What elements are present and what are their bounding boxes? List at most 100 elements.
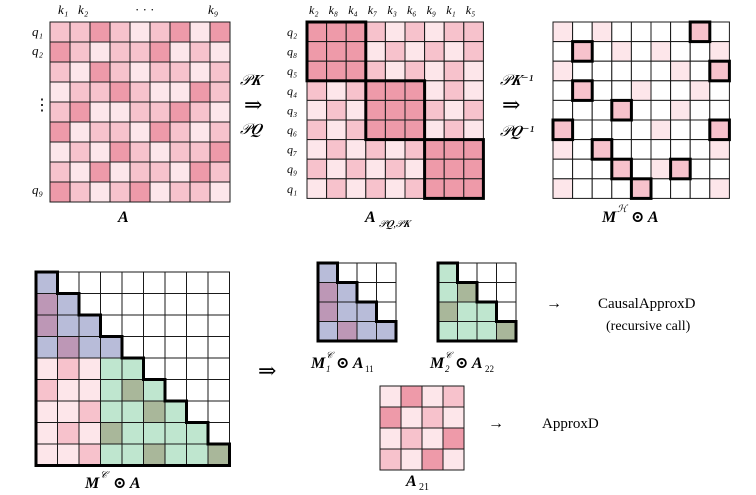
matrix-permuted-cell — [365, 178, 386, 199]
permuted-col-label: k₁ — [446, 3, 456, 17]
matrix-mh-cell — [689, 21, 711, 43]
matrix-a-cell — [169, 121, 191, 143]
matrix-permuted-cell — [404, 158, 426, 180]
permuted-col-label: k₄ — [348, 3, 358, 17]
matrix-mh-cell — [709, 21, 730, 43]
matrix-mh-cell — [630, 41, 652, 62]
matrix-mh-cell — [650, 158, 672, 180]
matrix-permuted-cell — [365, 119, 386, 141]
matrix-mc-cell — [78, 379, 101, 402]
matrix-a-cell — [89, 41, 111, 63]
matrix-a-cell — [109, 61, 131, 83]
matrix-a-cell — [149, 181, 171, 203]
matrix-permuted-cell — [306, 41, 328, 62]
matrix-a-cell — [149, 161, 171, 183]
matrix-mc-cell — [207, 293, 230, 316]
mh-selected-cell — [708, 118, 731, 142]
matrix-mh-cell — [591, 21, 613, 43]
matrix-permuted-cell — [424, 178, 445, 199]
matrix-a-cell — [129, 61, 151, 83]
matrix-mc-cell — [164, 314, 187, 337]
matrix-a21-cell — [442, 427, 465, 450]
matrix-mh-cell — [611, 158, 632, 180]
matrix-m2-cell — [496, 301, 517, 322]
matrix-permuted-cell — [463, 178, 484, 199]
matrix-mh-cell — [650, 41, 672, 62]
matrix-permuted-row-labels: q₂ q₈ q₅ q₄ q₃ q₆ q₇ q₉ q₁ — [287, 25, 297, 196]
matrix-mh-cell — [689, 99, 711, 121]
matrix-mh-cell — [591, 99, 613, 121]
matrix-permuted-cell — [443, 99, 465, 121]
matrix-mc-op: ⊙ A — [113, 475, 141, 492]
matrix-permuted-cell — [384, 158, 406, 180]
m1-causal-outline — [316, 261, 398, 343]
matrix-permuted-cell — [463, 139, 484, 160]
matrix-mh-cell — [611, 178, 632, 199]
matrix-m2-cell — [476, 282, 497, 303]
matrix-permuted-cell — [443, 41, 465, 62]
matrix-permuted-cell — [345, 99, 367, 121]
matrix-mh-cell — [670, 178, 691, 199]
matrix-mh-cell — [630, 158, 652, 180]
matrix-mh-cell — [552, 60, 574, 82]
matrix-mh-cell — [591, 60, 613, 82]
matrix-a-cell — [49, 61, 71, 83]
matrix-a21-cell — [379, 385, 402, 408]
matrix-permuted-cell — [384, 60, 406, 82]
matrix-m2-cell — [437, 282, 458, 303]
matrix-mh-cell — [709, 99, 730, 121]
matrix-a21-cell — [442, 406, 465, 429]
perm-inverse-arrow: ⇒ — [502, 92, 520, 117]
matrix-permuted-cell — [326, 158, 347, 180]
matrix-m2-cell — [457, 321, 478, 342]
matrix-mc-cell — [78, 314, 101, 337]
matrix-mh-cell — [552, 158, 574, 180]
matrix-mc-cell — [164, 379, 187, 402]
matrix-m1-cell — [356, 321, 377, 342]
matrix-mc-cell — [121, 400, 144, 423]
permuted-row-label: q₂ — [287, 25, 297, 39]
matrix-a-cell — [89, 161, 111, 183]
matrix-permuted-cell — [365, 158, 386, 180]
matrix-m2-cell — [476, 262, 497, 283]
matrix-mc-cell — [78, 293, 101, 316]
matrix-m1-cell — [356, 262, 377, 283]
matrix-permuted-cell — [384, 139, 406, 160]
matrix-a-cell — [109, 41, 131, 63]
matrix-mh-cell — [670, 158, 691, 180]
perm-inverse-bottom: 𝒫𝑸⁻¹ — [500, 124, 535, 140]
matrix-mh-cell — [630, 178, 652, 199]
matrix-a-cell — [109, 181, 131, 203]
matrix-a-cell — [69, 21, 91, 43]
matrix-a-cell — [209, 101, 231, 123]
matrix-a-cell — [89, 61, 111, 83]
matrix-permuted-cell — [404, 60, 426, 82]
matrix-mc-cell — [143, 379, 166, 402]
matrix-a-cell — [89, 81, 111, 103]
matrix-a-cell — [49, 181, 71, 203]
mh-selected-cell — [688, 20, 712, 44]
matrix-a-cell — [149, 81, 171, 103]
matrix-a-cell — [109, 121, 131, 143]
matrix-mc-cell — [143, 443, 166, 466]
matrix-mc-cell — [207, 314, 230, 337]
matrix-mh-cell — [591, 139, 613, 160]
diagonal-block-3 — [423, 138, 485, 200]
matrix-a-cell — [189, 141, 211, 163]
matrix-mc-cell — [100, 314, 123, 337]
matrix-mc-cell — [57, 443, 80, 466]
matrix-permuted-cell — [384, 119, 406, 141]
matrix-a-cell — [169, 101, 191, 123]
matrix-mc-cell — [186, 357, 209, 380]
matrix-mh-cell — [591, 41, 613, 62]
matrix-permuted — [305, 20, 485, 200]
matrix-a-cell — [109, 161, 131, 183]
matrix-permuted-cell — [443, 139, 465, 160]
matrix-a-label: A — [117, 209, 129, 226]
matrix-mc-cell — [164, 422, 187, 445]
matrix-permuted-cell — [424, 158, 445, 180]
matrix-permuted-cell — [404, 178, 426, 199]
matrix-permuted-cell — [384, 178, 406, 199]
matrix-mh-cell — [591, 178, 613, 199]
matrix-permuted-cell — [463, 60, 484, 82]
